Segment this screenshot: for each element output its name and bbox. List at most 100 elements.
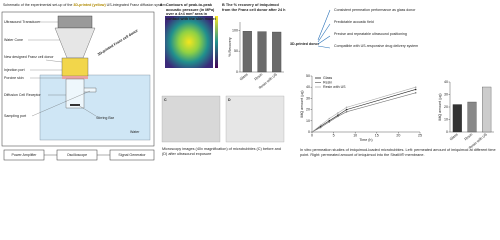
series-line xyxy=(311,92,416,133)
y-tick-label: 50 xyxy=(306,74,310,78)
frame xyxy=(1,11,155,147)
highlight: Compatible with US-responsive drug deliv… xyxy=(334,44,418,48)
y-tick-label: 40 xyxy=(444,80,448,84)
caption: Microscopy images (40x magnification) of… xyxy=(162,147,282,156)
x-tick-label: Glass xyxy=(449,132,459,141)
label: Ultrasound Transducer xyxy=(4,20,41,24)
device-label: Oscilloscope xyxy=(67,153,87,157)
label: 3D-printed Franz cell donor xyxy=(97,28,139,56)
x-tick-label: 15 xyxy=(375,133,379,137)
y-axis-label: % Recovery xyxy=(228,37,232,57)
y-tick-label: 0 xyxy=(308,130,310,134)
device-label: Signal Generator xyxy=(118,153,146,157)
y-tick-label: 30 xyxy=(444,92,448,96)
skin xyxy=(62,76,88,79)
heatmap xyxy=(165,16,213,68)
y-tick-label: 20 xyxy=(306,108,310,112)
device-label: Power Amplifier xyxy=(12,153,38,157)
y-tick-label: 0 xyxy=(446,130,448,134)
stirring-bar xyxy=(70,104,80,106)
point xyxy=(328,117,331,120)
y-tick-label: 10 xyxy=(306,119,310,123)
x-tick-label: Resin xyxy=(254,72,264,81)
point xyxy=(337,112,339,114)
x-tick-label: Resin xyxy=(464,132,474,141)
label: Stirring Bar xyxy=(96,116,115,120)
point xyxy=(345,111,348,113)
microscopy: C D xyxy=(161,95,285,143)
arrows xyxy=(317,9,331,49)
point xyxy=(414,86,417,88)
highlight: Predictable acoustic field xyxy=(334,20,374,24)
y-axis-label: IMQ amount (μg) xyxy=(438,93,442,120)
y-tick-label: 0 xyxy=(236,70,238,74)
arrow-label: 3D-printed donor xyxy=(290,42,320,46)
label: Diffusion Cell Receptor xyxy=(4,93,41,97)
figure: Schematic of the experimental set-up of … xyxy=(1,3,494,161)
label: Sampling port xyxy=(4,114,26,118)
y-tick-label: 20 xyxy=(444,105,448,109)
transducer xyxy=(57,15,93,29)
panel-label: A xyxy=(160,3,163,7)
donor xyxy=(61,57,89,77)
y-tick-label: 50 xyxy=(234,49,238,53)
y-tick-label: 10 xyxy=(444,117,448,121)
point xyxy=(345,106,348,109)
point xyxy=(328,120,331,122)
acoustic-map: A xyxy=(160,3,218,68)
schematic-title: Schematic of the experimental set-up of … xyxy=(3,3,167,7)
x-tick-label: Glass xyxy=(239,72,249,81)
legend-label: Resin xyxy=(323,80,332,84)
point xyxy=(319,126,322,129)
point xyxy=(337,114,339,116)
label: New designed Franz cell donor xyxy=(4,55,54,59)
legend-label: Resin with US xyxy=(323,85,346,89)
y-tick-label: 100 xyxy=(232,28,238,32)
x-tick-label: 25 xyxy=(418,133,422,137)
x-axis-label: Time (h) xyxy=(359,138,372,142)
series-line xyxy=(311,89,416,133)
point xyxy=(311,131,313,133)
point xyxy=(328,121,331,123)
bar xyxy=(257,31,267,73)
x-tick-label: 0 xyxy=(311,133,313,137)
bar xyxy=(467,101,477,133)
panel-b-label: B The % recovery of imiquimod from the F… xyxy=(222,3,286,12)
leaders xyxy=(28,21,97,117)
y-axis-label: IMQ amount (μg) xyxy=(300,90,304,117)
x-tick-label: 5 xyxy=(333,133,335,137)
bar xyxy=(272,31,282,73)
schematic: Schematic of the experimental set-up of … xyxy=(1,3,167,161)
micrograph xyxy=(161,95,221,143)
micrograph xyxy=(225,95,285,143)
label: Water Cone xyxy=(4,38,23,42)
bar xyxy=(242,31,252,73)
point xyxy=(414,88,417,91)
point xyxy=(319,125,322,128)
water-bath xyxy=(39,74,151,141)
point xyxy=(319,124,322,127)
panel-label: C xyxy=(164,98,167,102)
highlights: 3D-printed donor Consistent permeation p… xyxy=(290,8,418,49)
title-part: US-integrated Franz diffusion system. xyxy=(106,3,167,7)
highlight: Consistent permeation performance as gla… xyxy=(334,8,416,12)
highlight: Precise and repeatable ultrasound positi… xyxy=(334,32,407,36)
caption: In vitro permeation studies of imiquimod… xyxy=(300,148,496,157)
panel-label: D xyxy=(228,98,231,102)
graphical-abstract: Schematic of the experimental set-up of … xyxy=(1,3,496,161)
y-tick-label: 40 xyxy=(306,85,310,89)
legend-label: Glass xyxy=(323,76,332,80)
caption: Contours of peak-to-peak acoustic pressu… xyxy=(166,3,216,21)
panel-label: B xyxy=(222,3,225,7)
bar xyxy=(452,104,462,133)
title-part: 3D-printed (yellow) xyxy=(73,3,106,7)
title-part: Schematic of the experimental set-up of … xyxy=(3,3,73,7)
point xyxy=(337,115,339,118)
x-tick-label: 20 xyxy=(396,133,400,137)
x-tick-label: 10 xyxy=(353,133,357,137)
label: Water xyxy=(130,130,140,134)
receptor xyxy=(65,78,97,109)
colorbar xyxy=(215,16,218,68)
point xyxy=(414,92,417,94)
label: Injection port xyxy=(4,68,25,72)
